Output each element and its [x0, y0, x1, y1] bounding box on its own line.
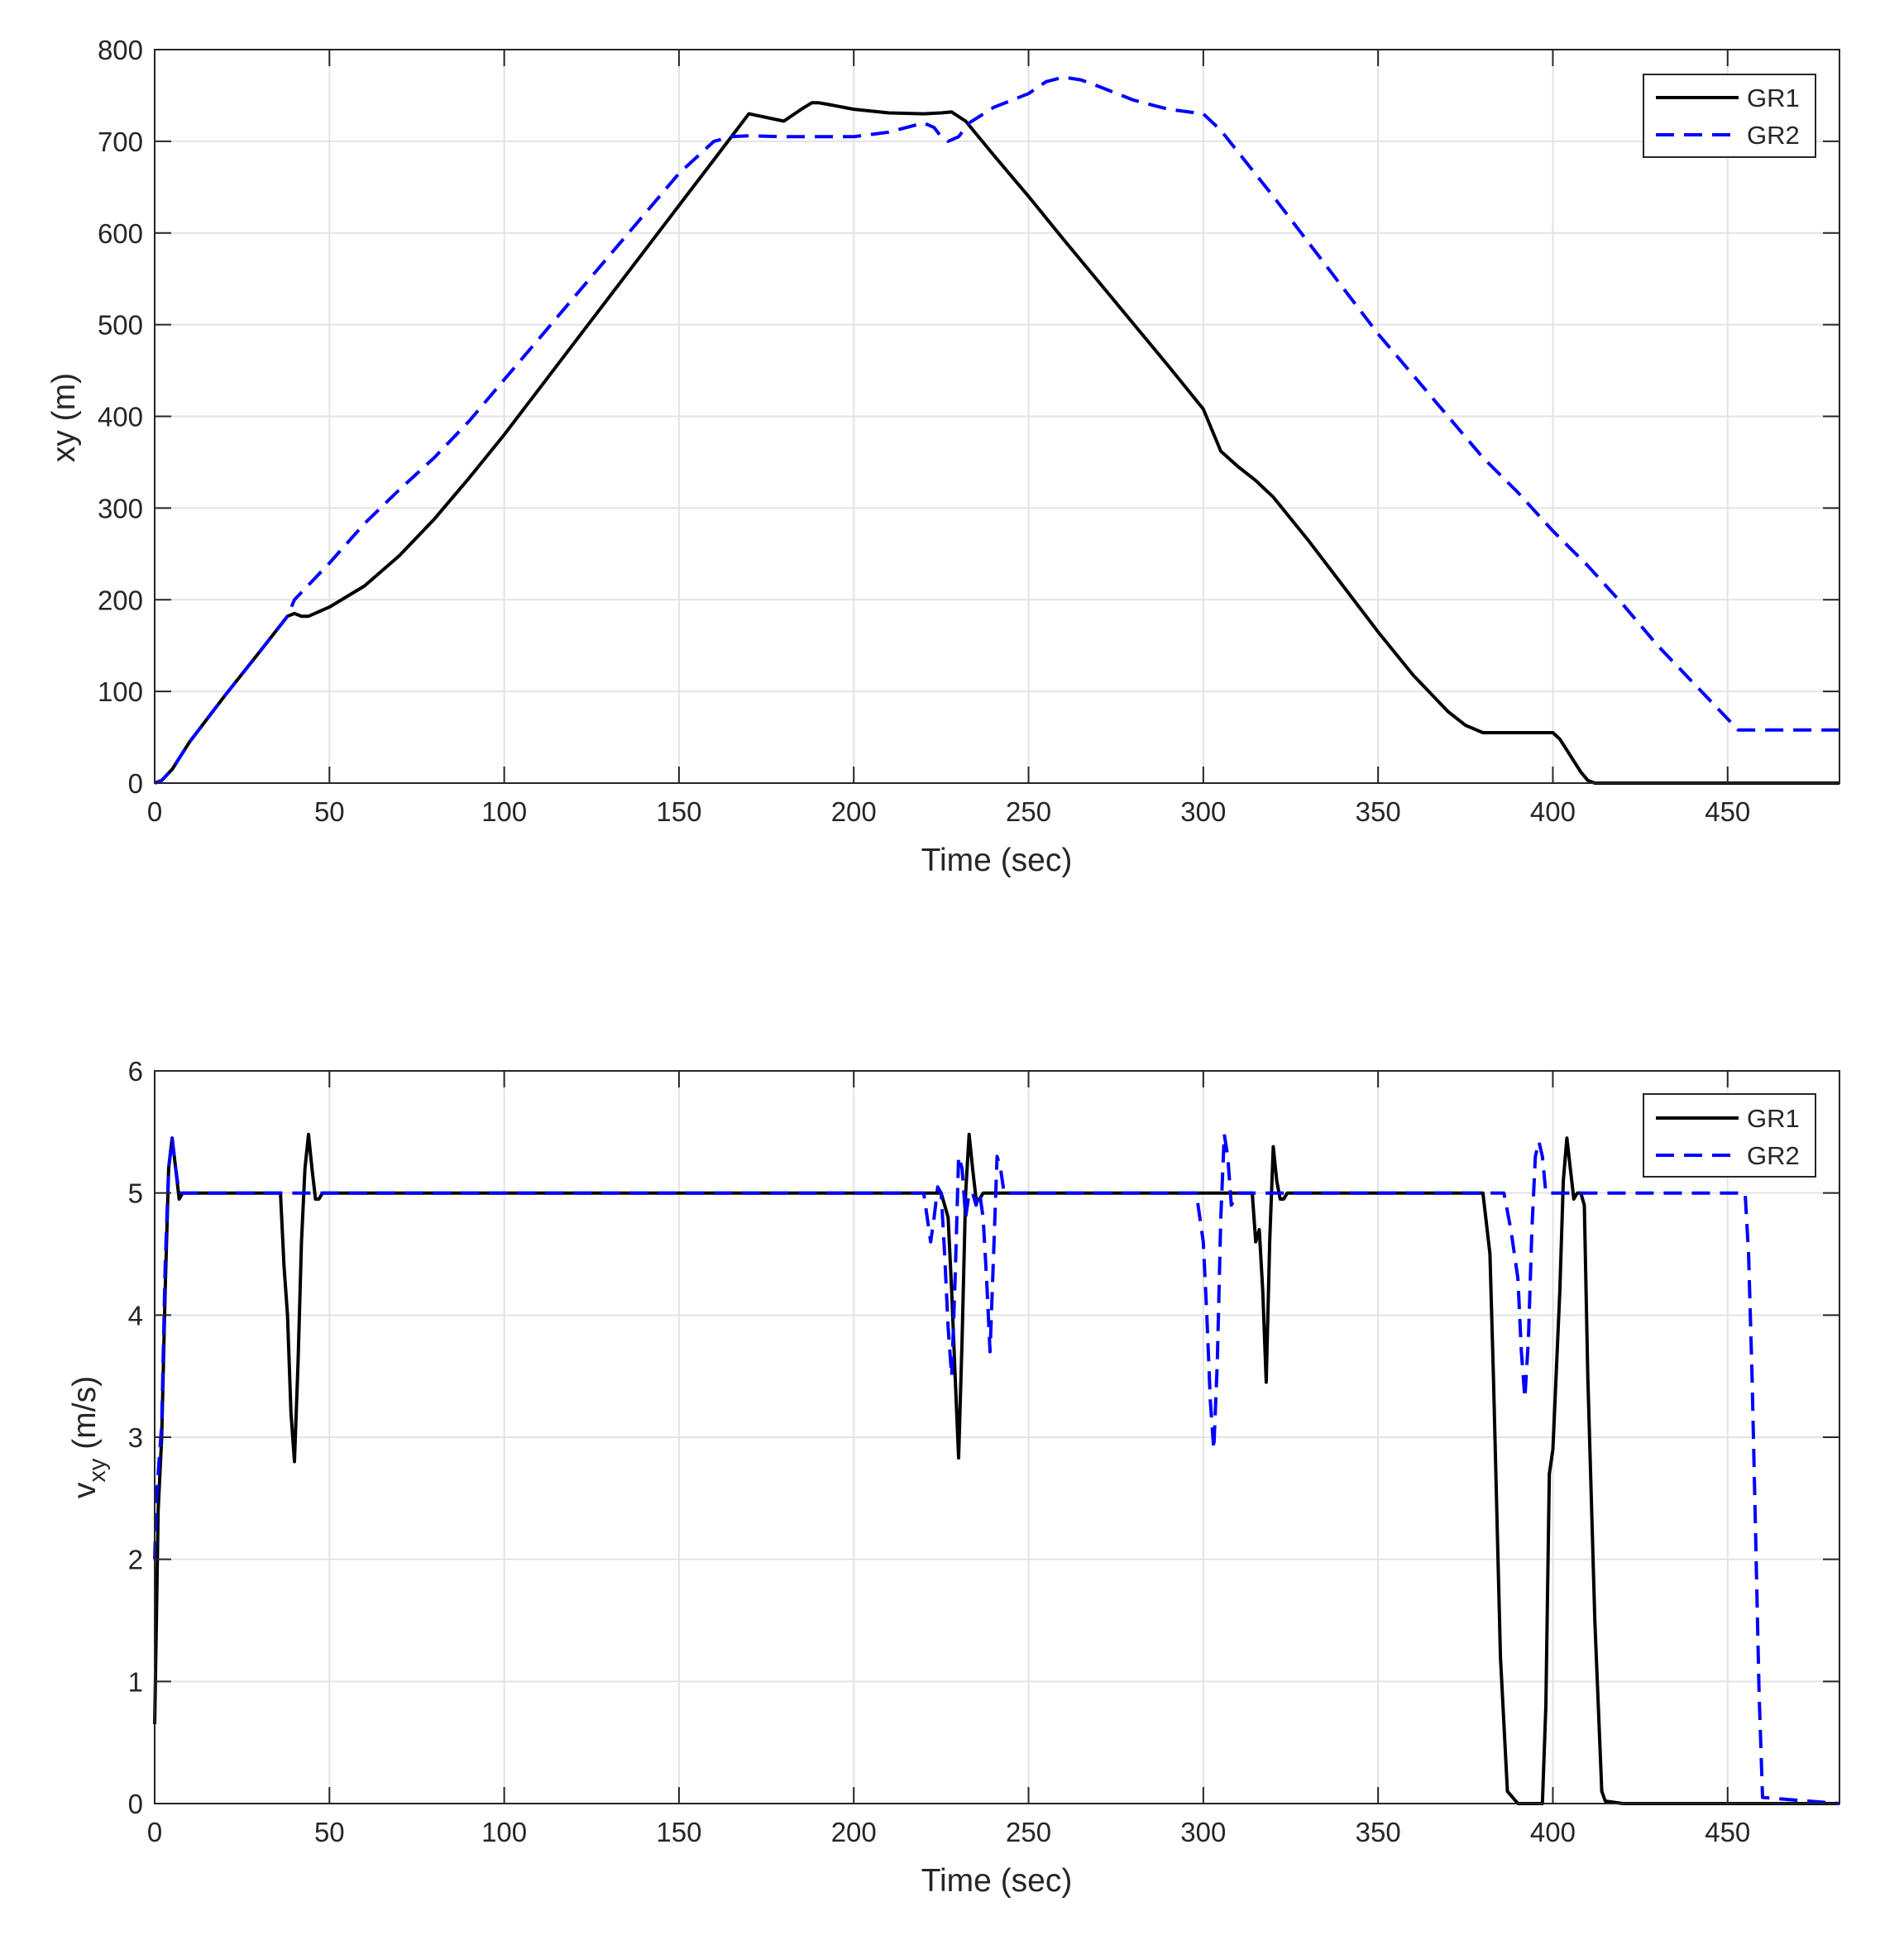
y-tick-label: 600: [98, 218, 143, 249]
x-tick-label: 300: [1180, 1817, 1226, 1847]
y-tick-label: 0: [128, 1789, 143, 1819]
legend-label-gr1: GR1: [1747, 84, 1800, 112]
x-tick-label: 300: [1180, 796, 1226, 827]
y-tick-label: 300: [98, 493, 143, 523]
x-tick-label: 0: [147, 796, 162, 827]
y-tick-label: 0: [128, 768, 143, 799]
x-tick-label: 50: [314, 1817, 345, 1847]
series-line-gr2: [154, 75, 1839, 785]
x-tick-label: 450: [1705, 1817, 1750, 1847]
y-tick-label: 700: [98, 127, 143, 157]
x-tick-label: 250: [1006, 796, 1051, 827]
x-axis-label: Time (sec): [921, 843, 1073, 878]
y-axis-label: xy (m): [46, 373, 82, 462]
x-tick-label: 400: [1530, 1817, 1576, 1847]
x-tick-label: 100: [481, 796, 527, 827]
x-tick-label: 200: [831, 1817, 877, 1847]
series-line-gr2: [153, 1132, 1840, 1805]
legend: GR1 GR2: [1643, 74, 1816, 158]
x-tick-label: 100: [481, 1817, 527, 1847]
x-tick-label: 450: [1705, 796, 1750, 827]
velocity-chart: 0 50 100 150 200 250 300 350 400 450 0 1 2 3 4 5 6 Time …: [67, 1056, 1840, 1899]
y-axis-label-subscript: xy: [84, 1458, 111, 1483]
legend-label-gr2: GR2: [1747, 1141, 1800, 1170]
series-line-gr1: [153, 1132, 1839, 1805]
y-tick-label: 3: [128, 1422, 143, 1453]
x-tick-label: 250: [1006, 1817, 1051, 1847]
y-tick-label: 200: [98, 585, 143, 615]
tick-marks: [154, 49, 1839, 784]
y-tick-label: 5: [128, 1178, 143, 1209]
svg-text:vxy (m/s): vxy (m/s): [67, 1376, 111, 1498]
y-axis-label-unit: (m/s): [67, 1376, 103, 1459]
legend-box: [1643, 74, 1816, 158]
legend-label-gr2: GR2: [1747, 121, 1800, 150]
x-tick-label: 150: [656, 1817, 701, 1847]
y-tick-label: 800: [98, 35, 143, 65]
y-tick-label: 100: [98, 676, 143, 707]
y-tick-label: 2: [128, 1545, 143, 1575]
y-tick-label: 6: [128, 1056, 143, 1087]
x-tick-label: 0: [147, 1817, 162, 1847]
x-tick-label: 350: [1356, 796, 1401, 827]
x-tick-label: 200: [831, 796, 877, 827]
x-tick-label: 400: [1530, 796, 1576, 827]
position-chart: 0 50 100 150 200 250 300 350 400 450 0 100 200 300 400…: [46, 35, 1840, 878]
legend-box: [1643, 1093, 1816, 1178]
y-tick-label: 500: [98, 310, 143, 341]
tick-labels: 0 50 100 150 200 250 300 350 400 450 0 1 2 3 4 5 6: [128, 1056, 1751, 1847]
series-line-gr1: [154, 101, 1839, 785]
tick-marks: [154, 1070, 1839, 1804]
x-tick-label: 350: [1356, 1817, 1401, 1847]
series-lines: [154, 75, 1839, 785]
x-tick-label: 50: [314, 796, 345, 827]
y-axis-label: vxy (m/s): [67, 1376, 111, 1498]
tick-labels: 0 50 100 150 200 250 300 350 400 450 0 100 200 300 400…: [98, 35, 1750, 827]
y-tick-label: 1: [128, 1666, 143, 1697]
legend-label-gr1: GR1: [1747, 1104, 1800, 1133]
legend: GR1 GR2: [1643, 1093, 1816, 1178]
x-axis-label: Time (sec): [921, 1863, 1073, 1899]
y-tick-label: 4: [128, 1300, 143, 1331]
x-tick-label: 150: [656, 796, 701, 827]
y-axis-label-main: v: [67, 1482, 103, 1498]
series-lines: [153, 1132, 1840, 1805]
y-tick-label: 400: [98, 402, 143, 432]
